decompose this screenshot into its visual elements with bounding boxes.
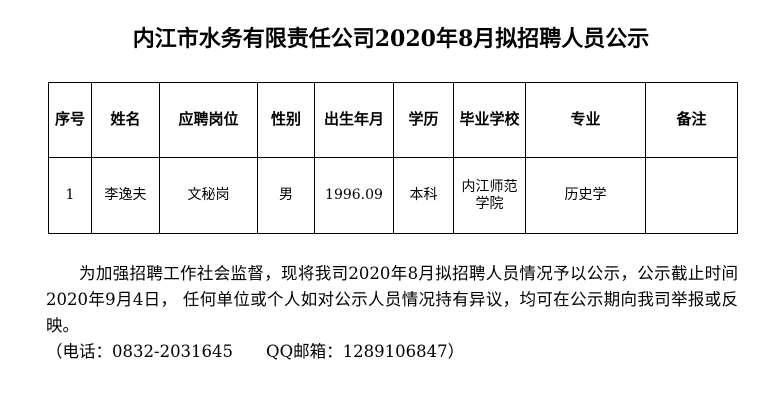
column-header-school: 毕业学校 (453, 82, 526, 158)
announcement-table-wrapper: 序号 姓名 应聘岗位 性别 出生年月 学历 毕业学校 专业 备注 1 李逸夫 文… (48, 82, 738, 234)
cell-index: 1 (48, 157, 92, 234)
column-header-remarks: 备注 (645, 82, 738, 158)
cell-birthdate: 1996.09 (314, 157, 394, 234)
table-row: 1 李逸夫 文秘岗 男 1996.09 本科 内江师范学院 历史学 (48, 157, 738, 234)
column-header-birthdate: 出生年月 (314, 82, 394, 158)
column-header-position: 应聘岗位 (159, 82, 258, 158)
column-header-education: 学历 (393, 82, 454, 158)
notice-paragraph: 为加强招聘工作社会监督，现将我司2020年8月拟招聘人员情况予以公示，公示截止时… (46, 264, 738, 335)
cell-gender: 男 (257, 157, 315, 234)
cell-major: 历史学 (525, 157, 646, 234)
contact-line: （电话：0832-2031645 QQ邮箱：1289106847） (46, 342, 465, 361)
notice-body: 为加强招聘工作社会监督，现将我司2020年8月拟招聘人员情况予以公示，公示截止时… (46, 261, 738, 339)
column-header-name: 姓名 (91, 82, 160, 158)
cell-education: 本科 (393, 157, 454, 234)
cell-name: 李逸夫 (91, 157, 160, 234)
page-title: 内江市水务有限责任公司2020年8月拟招聘人员公示 (132, 26, 650, 52)
cell-school: 内江师范学院 (453, 157, 526, 234)
announcement-table: 序号 姓名 应聘岗位 性别 出生年月 学历 毕业学校 专业 备注 1 李逸夫 文… (48, 82, 738, 234)
column-header-index: 序号 (48, 82, 92, 158)
cell-remarks (645, 157, 738, 234)
cell-position: 文秘岗 (159, 157, 258, 234)
column-header-gender: 性别 (257, 82, 315, 158)
table-header-row: 序号 姓名 应聘岗位 性别 出生年月 学历 毕业学校 专业 备注 (48, 82, 738, 158)
column-header-major: 专业 (525, 82, 646, 158)
